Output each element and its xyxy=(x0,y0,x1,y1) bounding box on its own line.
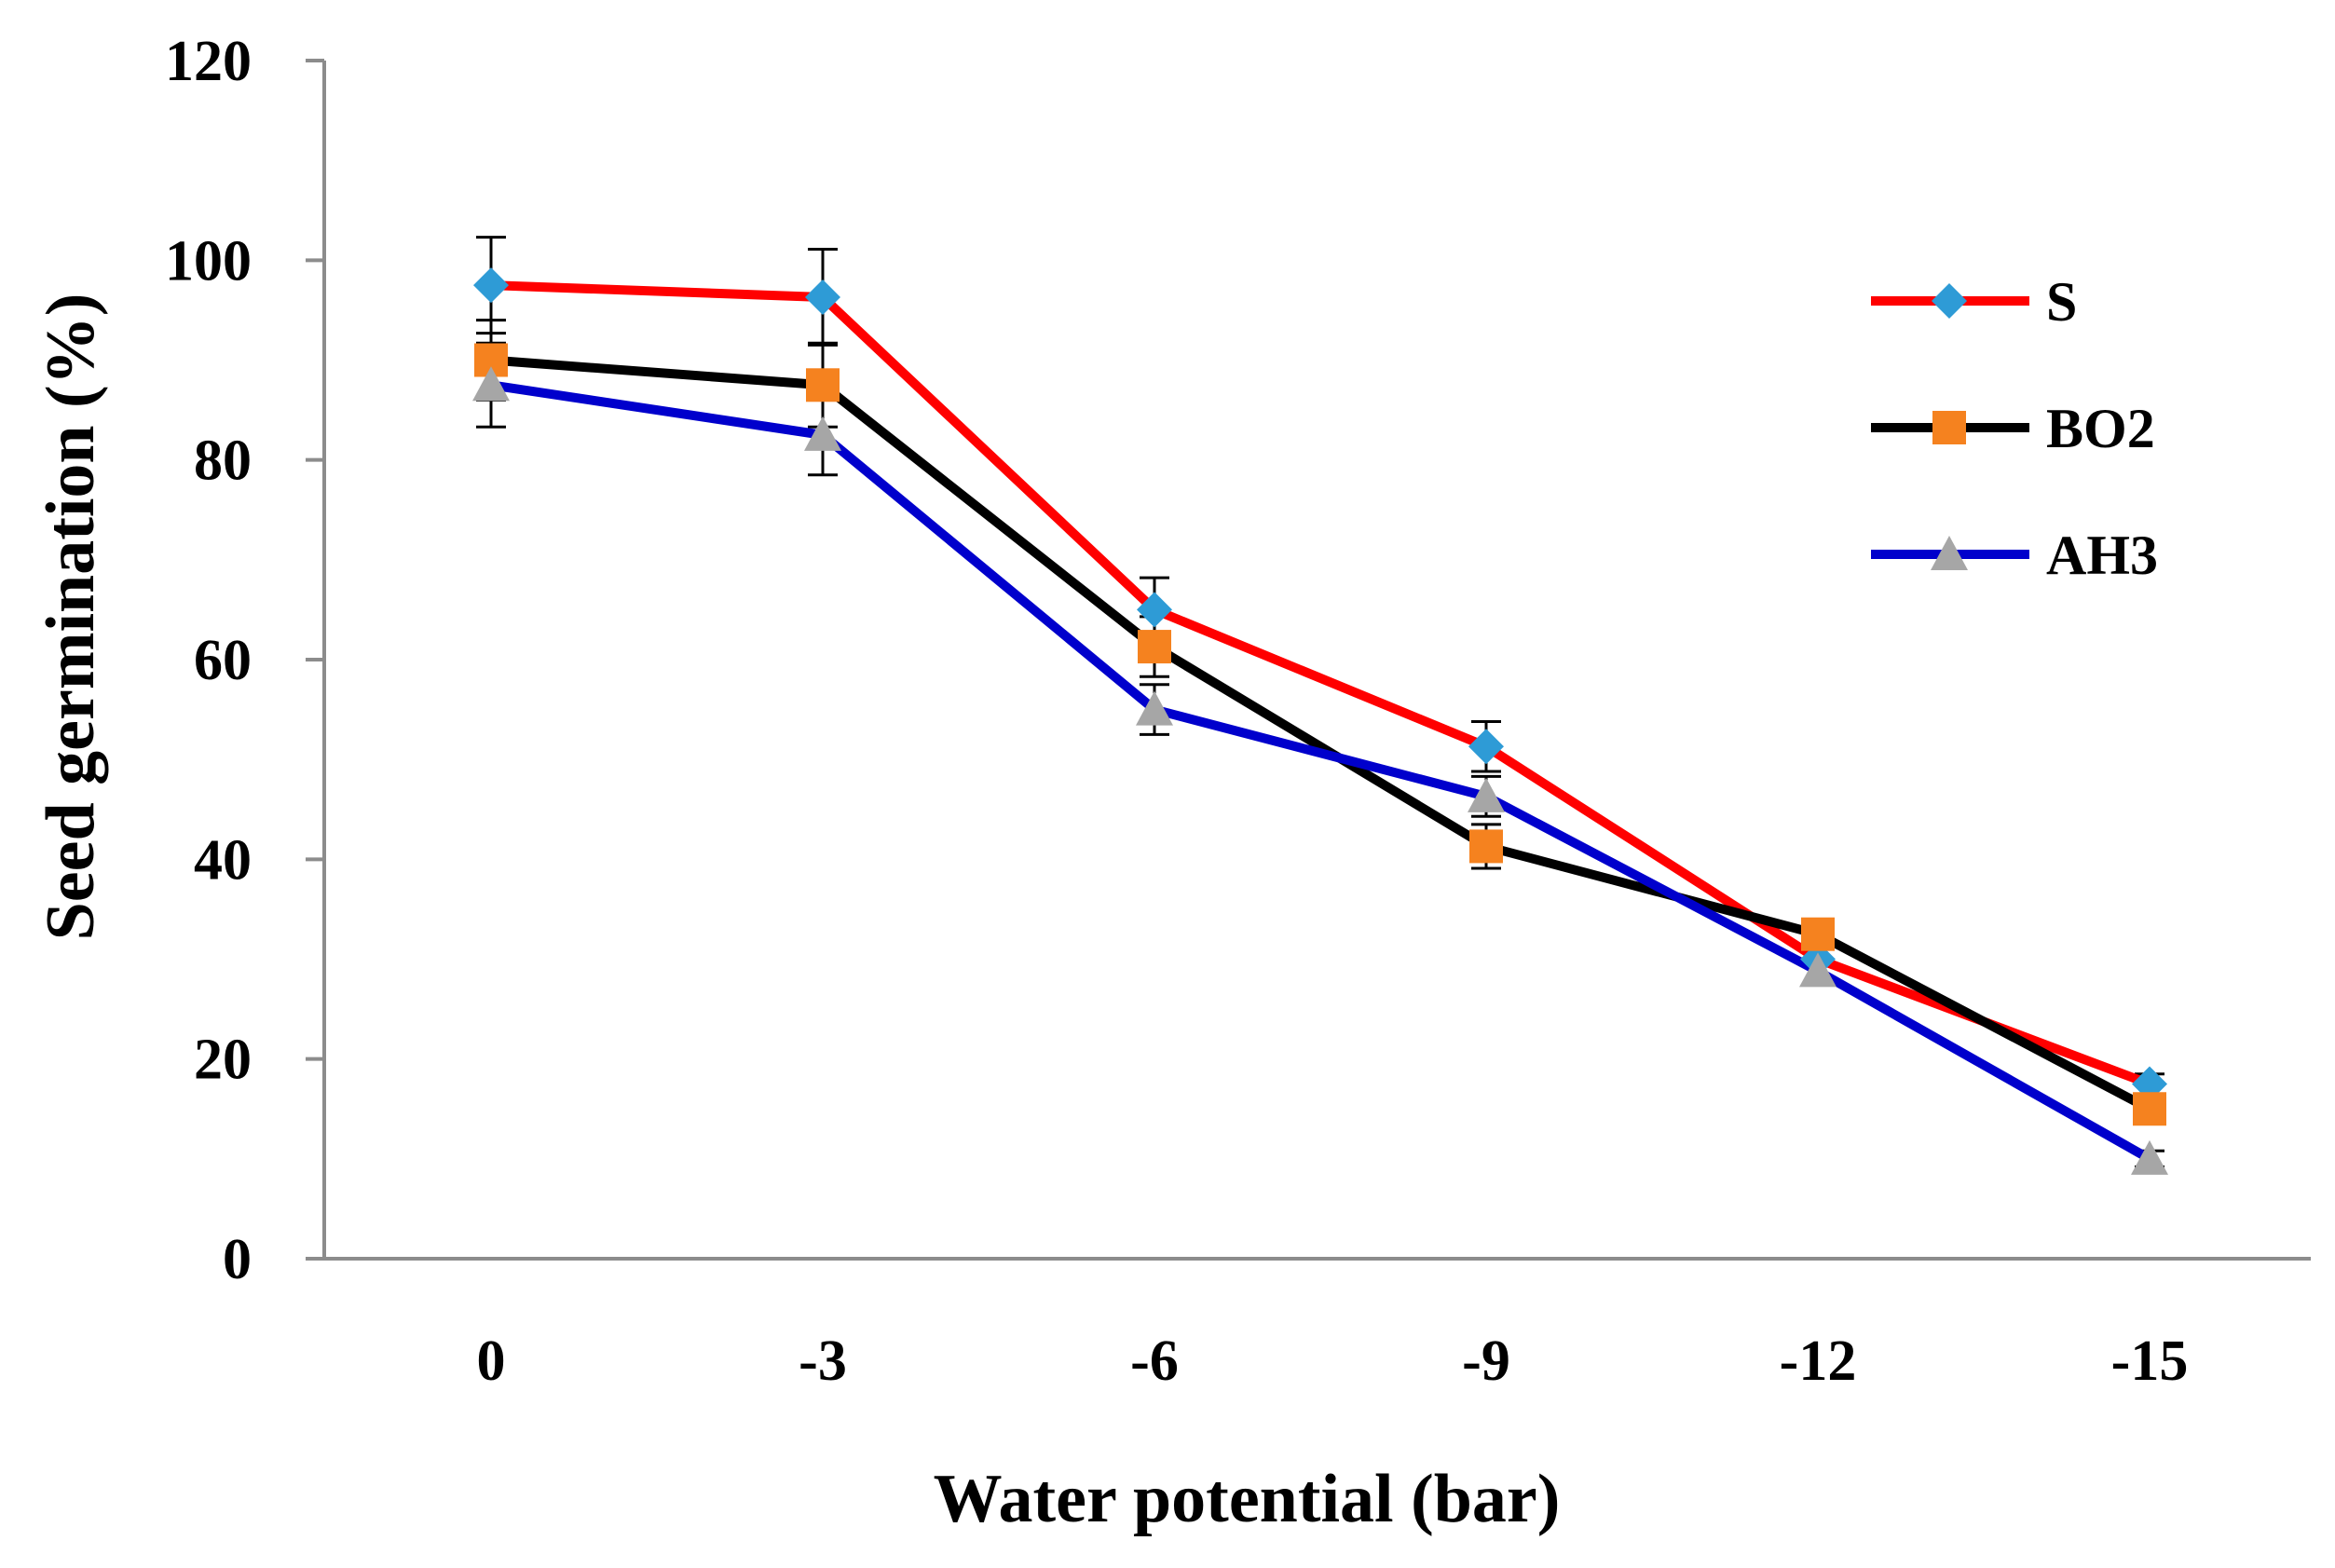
legend-marker-s xyxy=(1932,283,1967,319)
data-point-ah3 xyxy=(2131,1139,2168,1175)
y-tick-label: 20 xyxy=(194,1029,252,1092)
series-lines xyxy=(490,280,2152,1164)
legend-label-ah3: AH3 xyxy=(2046,525,2158,586)
series-markers xyxy=(472,267,2168,1175)
data-point-bo2 xyxy=(806,368,840,402)
y-axis-title: Seed germination (%) xyxy=(33,293,109,941)
data-point-bo2 xyxy=(1801,917,1835,951)
y-tick-label: 40 xyxy=(194,828,252,892)
legend-marker-ah3 xyxy=(1931,536,1968,570)
data-point-bo2 xyxy=(2133,1092,2166,1126)
data-point-ah3 xyxy=(1136,690,1173,726)
data-point-s xyxy=(805,279,840,315)
y-tick-label: 80 xyxy=(194,429,252,493)
legend-label-s: S xyxy=(2046,271,2077,333)
x-tick-label: -12 xyxy=(1780,1329,1857,1393)
x-tick-label: -15 xyxy=(2111,1329,2189,1393)
y-tick-label: 120 xyxy=(165,30,252,93)
legend: S BO2 AH3 xyxy=(1871,271,2158,586)
x-axis-title: Water potential (bar) xyxy=(934,1461,1561,1537)
x-tick-label: -9 xyxy=(1462,1329,1510,1393)
x-tick-label: 0 xyxy=(477,1329,506,1393)
x-tick-label: -3 xyxy=(799,1329,847,1393)
data-point-bo2 xyxy=(1469,829,1503,864)
data-point-ah3 xyxy=(804,416,841,451)
data-point-ah3 xyxy=(1468,777,1505,812)
legend-label-bo2: BO2 xyxy=(2046,398,2155,459)
series-line-ah3 xyxy=(490,380,2152,1164)
data-point-s xyxy=(1468,729,1504,765)
data-point-ah3 xyxy=(1799,952,1837,988)
legend-marker-bo2 xyxy=(1932,411,1966,444)
x-ticks: 0 -3 -6 -9 -12 -15 xyxy=(477,1329,2189,1393)
y-ticks: 0 20 40 60 80 100 120 xyxy=(165,30,324,1291)
series-line-s xyxy=(490,280,2151,1089)
y-tick-label: 60 xyxy=(194,629,252,692)
series-layer xyxy=(472,236,2168,1175)
data-point-ah3 xyxy=(472,366,510,402)
data-point-s xyxy=(473,267,509,304)
data-point-s xyxy=(1137,592,1172,628)
x-tick-label: -6 xyxy=(1130,1329,1179,1393)
data-point-bo2 xyxy=(1138,630,1171,664)
axes: 0 20 40 60 80 100 120 0 -3 -6 -9 -12 -15 xyxy=(165,30,2311,1393)
y-tick-label: 0 xyxy=(223,1228,252,1291)
series-line-bo2 xyxy=(490,355,2152,1113)
y-tick-label: 100 xyxy=(165,229,252,293)
